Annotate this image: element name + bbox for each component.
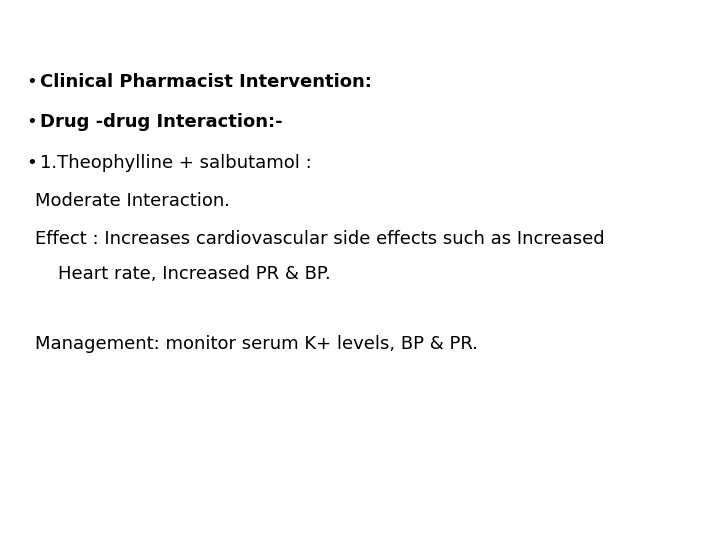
- Text: Clinical Pharmacist Intervention:: Clinical Pharmacist Intervention:: [40, 73, 372, 91]
- Text: •: •: [27, 73, 37, 91]
- Text: 1.Theophylline + salbutamol :: 1.Theophylline + salbutamol :: [40, 154, 311, 172]
- Text: Drug -drug Interaction:-: Drug -drug Interaction:-: [40, 113, 282, 131]
- Text: •: •: [27, 113, 37, 131]
- Text: Moderate Interaction.: Moderate Interaction.: [35, 192, 230, 210]
- Text: Management: monitor serum K+ levels, BP & PR.: Management: monitor serum K+ levels, BP …: [35, 335, 477, 353]
- Text: Heart rate, Increased PR & BP.: Heart rate, Increased PR & BP.: [35, 265, 330, 282]
- Text: •: •: [27, 154, 37, 172]
- Text: Effect : Increases cardiovascular side effects such as Increased: Effect : Increases cardiovascular side e…: [35, 230, 604, 247]
